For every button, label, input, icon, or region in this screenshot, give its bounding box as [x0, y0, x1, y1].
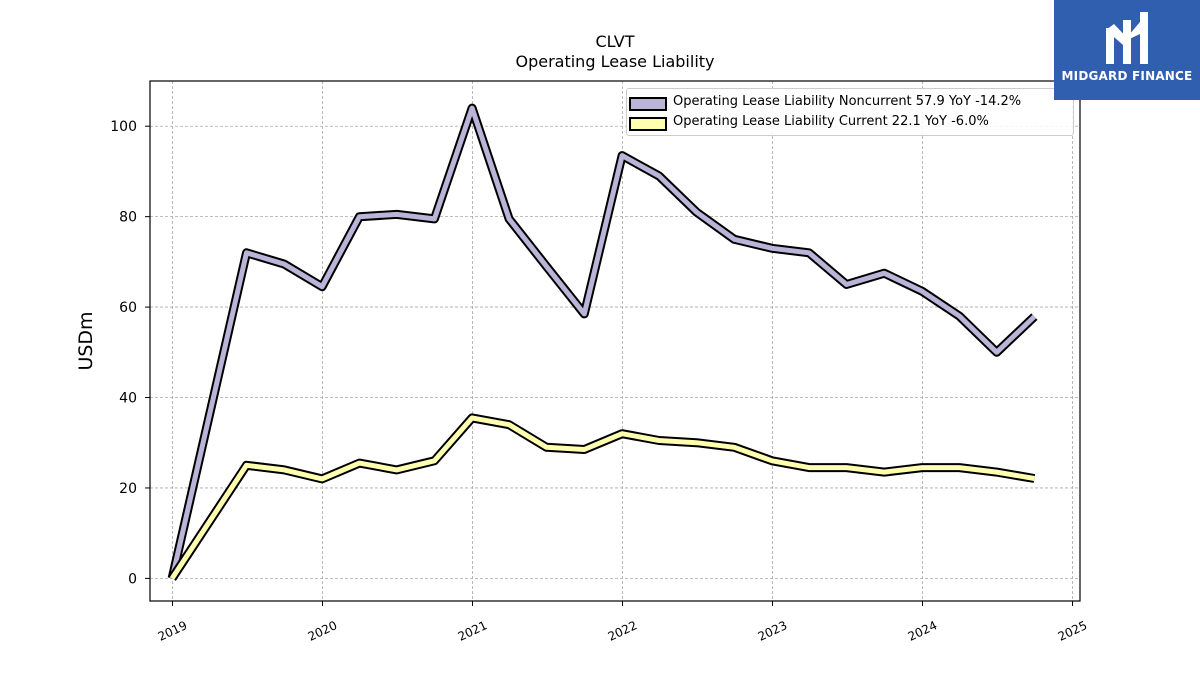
series-layer — [167, 103, 1038, 581]
x-tick-label: 2023 — [756, 618, 790, 644]
grid-lines — [150, 81, 1080, 601]
x-tick-label: 2024 — [906, 618, 940, 644]
x-tick-label: 2025 — [1056, 618, 1090, 644]
legend-label-current: Operating Lease Liability Current 22.1 Y… — [673, 114, 989, 129]
series-line-noncurrent — [169, 105, 1037, 579]
series-line-outline-noncurrent — [167, 103, 1038, 580]
x-tick-label: 2021 — [456, 618, 490, 644]
x-tick-label: 2019 — [156, 618, 190, 644]
legend: Operating Lease Liability Noncurrent 57.… — [626, 88, 1074, 136]
chart-title: CLVT — [595, 32, 635, 51]
legend-label-noncurrent: Operating Lease Liability Noncurrent 57.… — [673, 94, 1022, 109]
y-tick-label: 80 — [119, 210, 137, 226]
legend-swatch-current — [629, 117, 667, 131]
series-line-current — [170, 415, 1035, 580]
y-tick-label: 20 — [119, 481, 137, 497]
y-axis: 0 20 40 60 80 100 — [110, 119, 150, 587]
x-tick-label: 2022 — [606, 618, 640, 644]
y-tick-label: 60 — [119, 300, 137, 316]
y-axis-label: USDm — [75, 311, 97, 370]
y-tick-label: 0 — [128, 571, 137, 587]
y-tick-label: 100 — [110, 119, 137, 135]
y-tick-label: 40 — [119, 391, 137, 407]
x-axis: 2019 2020 2021 2022 2023 2024 2025 — [156, 601, 1090, 644]
x-tick-label: 2020 — [306, 618, 340, 644]
plot-area-frame — [149, 80, 1081, 602]
midgard-logo-icon — [1106, 12, 1148, 64]
legend-swatch-noncurrent — [629, 97, 667, 111]
chart-subtitle: Operating Lease Liability — [515, 52, 715, 71]
brand-logo: MIDGARD FINANCE — [1054, 0, 1200, 100]
logo-text: MIDGARD FINANCE — [1061, 69, 1193, 83]
